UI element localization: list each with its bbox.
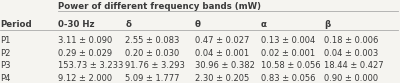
Text: 10.58 ± 0.056: 10.58 ± 0.056 [260,61,320,70]
Text: 2.55 ± 0.083: 2.55 ± 0.083 [125,36,180,45]
Text: 0.04 ± 0.003: 0.04 ± 0.003 [324,49,378,58]
Text: α: α [260,20,266,29]
Text: 0.83 ± 0.056: 0.83 ± 0.056 [260,74,315,83]
Text: 153.73 ± 3.233: 153.73 ± 3.233 [58,61,123,70]
Text: 9.12 ± 2.000: 9.12 ± 2.000 [58,74,112,83]
Text: 91.76 ± 3.293: 91.76 ± 3.293 [125,61,185,70]
Text: P2: P2 [0,49,10,58]
Text: β: β [324,20,330,29]
Text: θ: θ [195,20,201,29]
Text: 3.11 ± 0.090: 3.11 ± 0.090 [58,36,112,45]
Text: P4: P4 [0,74,10,83]
Text: 0.47 ± 0.027: 0.47 ± 0.027 [195,36,249,45]
Text: 0-30 Hz: 0-30 Hz [58,20,94,29]
Text: 0.18 ± 0.006: 0.18 ± 0.006 [324,36,378,45]
Text: Period: Period [0,20,32,29]
Text: 30.96 ± 0.382: 30.96 ± 0.382 [195,61,255,70]
Text: 2.30 ± 0.205: 2.30 ± 0.205 [195,74,249,83]
Text: P1: P1 [0,36,10,45]
Text: Power of different frequency bands (mW): Power of different frequency bands (mW) [58,2,261,11]
Text: 0.20 ± 0.030: 0.20 ± 0.030 [125,49,180,58]
Text: 0.90 ± 0.000: 0.90 ± 0.000 [324,74,378,83]
Text: 0.29 ± 0.029: 0.29 ± 0.029 [58,49,112,58]
Text: 0.04 ± 0.001: 0.04 ± 0.001 [195,49,249,58]
Text: 18.44 ± 0.427: 18.44 ± 0.427 [324,61,384,70]
Text: P3: P3 [0,61,10,70]
Text: 0.13 ± 0.004: 0.13 ± 0.004 [260,36,315,45]
Text: 5.09 ± 1.777: 5.09 ± 1.777 [125,74,180,83]
Text: 0.02 ± 0.001: 0.02 ± 0.001 [260,49,315,58]
Text: δ: δ [125,20,131,29]
